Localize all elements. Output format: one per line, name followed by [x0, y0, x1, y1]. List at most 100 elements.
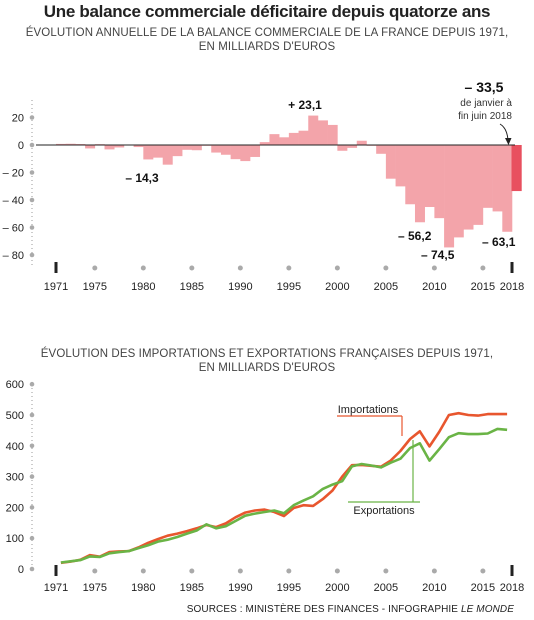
line-y-tick-dot	[29, 381, 35, 387]
annotation-2018-arrowhead	[505, 138, 512, 145]
balance-bar-2009	[424, 145, 435, 208]
balance-bar-1999	[327, 124, 338, 145]
bar-y-tick-dot	[29, 225, 35, 230]
bar-x-tick-label: 1975	[83, 281, 107, 293]
bar-x-tick-label: 2018	[500, 281, 524, 293]
balance-bar-1996	[298, 130, 309, 145]
balance-bar-1981	[153, 145, 164, 158]
bar-x-tick-label: 2005	[374, 281, 398, 293]
bar-x-tick-label: 1971	[44, 281, 68, 293]
imports-series-line	[60, 411, 508, 565]
line-x-tick-dot	[92, 568, 98, 574]
bar-y-tick-label: – 80	[3, 250, 24, 262]
source-credit: SOURCES : MINISTÈRE DES FINANCES - INFOG…	[187, 604, 514, 615]
balance-bar-1989	[230, 145, 241, 160]
bar-x-tick-dot	[480, 265, 486, 271]
line-x-tick-dot	[286, 568, 292, 574]
line-x-tick-label: 1985	[180, 582, 204, 594]
balance-bar-1995	[288, 132, 299, 145]
balance-bar-2002	[356, 140, 367, 145]
annotation-1997: + 23,1	[288, 98, 322, 112]
balance-bar-1976	[104, 145, 115, 150]
line-y-tick-label: 500	[6, 410, 24, 422]
balance-bar-1984	[182, 145, 193, 150]
bar-x-tick-dot	[92, 265, 98, 271]
bar-chart-subtitle-line-1: ÉVOLUTION ANNUELLE DE LA BALANCE COMMERC…	[25, 27, 509, 39]
line-y-tick-dot	[29, 443, 35, 449]
bar-y-tick-label: – 40	[3, 195, 24, 207]
exports-series-line	[60, 427, 508, 564]
balance-bar-1982	[162, 145, 173, 165]
line-x-tick-dot	[431, 568, 437, 574]
bar-y-tick-dot	[29, 142, 35, 148]
line-x-tick-dot	[383, 568, 389, 574]
balance-bar-1992	[259, 142, 270, 145]
balance-bar-2007	[405, 145, 416, 205]
balance-bar-2005	[385, 145, 396, 179]
bar-x-tick-dot	[237, 265, 243, 271]
bar-x-tick-label: 2000	[325, 281, 349, 293]
bar-x-tick-dot	[383, 265, 389, 271]
line-x-tick-label: 1990	[228, 582, 252, 594]
bar-chart-subtitle-line-2: EN MILLIARDS D'EUROS	[198, 41, 336, 53]
bar-y-tick-label: 20	[12, 113, 24, 125]
annotation-2018-note-line: fin juin 2018	[458, 111, 512, 122]
line-chart-subtitle-line-1: ÉVOLUTION DES IMPORTATIONS ET EXPORTATIO…	[40, 348, 494, 360]
bar-y-tick-dot	[29, 115, 35, 120]
line-chart-subtitle: ÉVOLUTION DES IMPORTATIONS ET EXPORTATIO…	[0, 347, 534, 375]
balance-bar-1985	[191, 145, 202, 151]
balance-bar-1990	[240, 145, 251, 162]
line-y-tick-label: 300	[6, 472, 24, 484]
bar-y-tick-dot	[29, 252, 35, 258]
bar-x-tick-label: 2010	[422, 281, 446, 293]
balance-bar-2016	[492, 145, 503, 212]
line-y-tick-dot	[29, 474, 35, 479]
balance-bar-2014	[473, 145, 484, 225]
bar-y-tick-dot	[29, 170, 35, 175]
annotation-2018-value: – 33,5	[465, 79, 504, 95]
balance-bar-2015	[482, 145, 493, 208]
line-x-tick-label: 2010	[422, 582, 446, 594]
line-x-tick-label: 1980	[131, 582, 155, 594]
bar-x-tick-dot	[140, 265, 146, 271]
balance-bar-2013	[463, 145, 474, 230]
balance-bar-1980	[143, 145, 154, 160]
annotation-2011: – 74,5	[421, 248, 455, 262]
balance-bar-2008	[414, 145, 425, 223]
bar-x-tick-dot	[334, 265, 340, 271]
bar-y-tick-dot	[29, 197, 35, 203]
balance-bar-2001	[347, 145, 358, 148]
balance-bar-1993	[269, 134, 280, 145]
bar-y-tick-label: – 60	[3, 223, 24, 235]
bar-x-tick-label: 1995	[277, 281, 301, 293]
balance-bar-2018-highlight	[511, 145, 522, 192]
line-x-tick-dot	[237, 568, 243, 574]
line-y-tick-dot	[29, 566, 35, 572]
line-x-tick-label: 2018	[500, 582, 524, 594]
bar-x-tick-dot	[189, 265, 195, 271]
line-y-tick-label: 100	[6, 533, 24, 545]
bar-y-tick-label: 0	[18, 140, 24, 152]
line-x-tick-label: 1995	[277, 582, 301, 594]
bar-x-tick-label: 1990	[228, 281, 252, 293]
line-y-tick-dot	[29, 505, 35, 510]
line-x-tick-dot	[140, 568, 146, 574]
balance-bar-1979	[133, 145, 144, 148]
trade-balance-bar-chart: 20 0 – 20 – 40 – 60 – 80 – 14,3 + 23,1 – 56,2 – 7…	[3, 79, 525, 293]
page-title: Une balance commerciale déficitaire depu…	[43, 2, 491, 21]
balance-bar-1983	[172, 145, 183, 157]
line-x-tick-label: 2000	[325, 582, 349, 594]
balance-bar-1988	[220, 145, 231, 155]
line-x-tick-label: 2015	[471, 582, 495, 594]
line-x-tick-label: 1971	[44, 582, 68, 594]
exports-legend-label: Exportations	[353, 505, 415, 517]
bar-x-tick-dot	[286, 265, 292, 271]
imports-legend-label: Importations	[338, 404, 399, 416]
balance-bar-1991	[250, 145, 261, 157]
line-chart-subtitle-line-2: EN MILLIARDS D'EUROS	[198, 362, 336, 374]
balance-bar-1994	[279, 137, 290, 145]
line-x-tick-dot	[480, 568, 486, 574]
bar-x-tick-label: 1980	[131, 281, 155, 293]
bar-x-tick-label: 2015	[471, 281, 495, 293]
